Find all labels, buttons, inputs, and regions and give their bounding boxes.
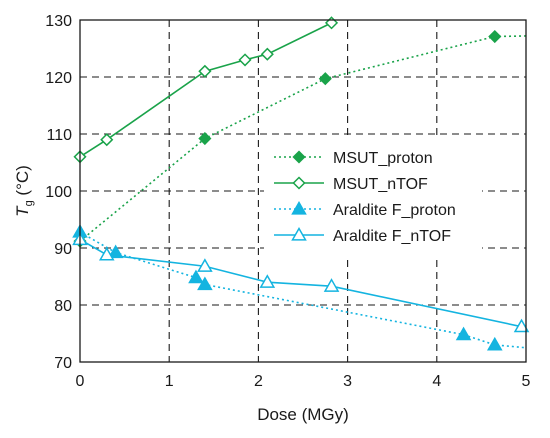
data-point bbox=[259, 274, 276, 288]
data-point bbox=[260, 47, 274, 61]
tick-labels: 70 80 90 100 110 120 130 0 1 2 3 4 5 bbox=[45, 13, 530, 390]
legend-label: MSUT_proton bbox=[333, 150, 433, 167]
legend: MSUT_proton MSUT_nTOF Araldite F_proton Ara… bbox=[264, 140, 482, 255]
y-tick-label: 90 bbox=[54, 241, 72, 258]
data-point bbox=[486, 336, 503, 351]
x-tick-label: 4 bbox=[432, 373, 441, 390]
data-point bbox=[238, 53, 252, 67]
x-tick-label: 5 bbox=[522, 373, 531, 390]
data-point bbox=[323, 278, 340, 292]
x-tick-label: 3 bbox=[343, 373, 352, 390]
data-point bbox=[198, 64, 212, 78]
plot-frame bbox=[79, 19, 527, 363]
legend-entry: Araldite F_proton bbox=[274, 200, 456, 219]
legend-entry: Araldite F_nTOF bbox=[274, 226, 451, 245]
legend-label: Araldite F_proton bbox=[333, 202, 456, 219]
series-line bbox=[79, 22, 332, 158]
data-point bbox=[100, 133, 114, 147]
y-tick-label: 100 bbox=[45, 184, 72, 201]
data-point bbox=[197, 258, 213, 272]
data-point bbox=[197, 276, 213, 291]
data-point bbox=[455, 326, 472, 341]
data-point bbox=[198, 131, 212, 146]
legend-label: MSUT_nTOF bbox=[333, 176, 428, 193]
legend-marker bbox=[292, 176, 306, 190]
data-point bbox=[488, 29, 502, 44]
data-point bbox=[513, 318, 530, 333]
x-tick-label: 2 bbox=[254, 373, 263, 390]
legend-entry: MSUT_nTOF bbox=[274, 176, 428, 193]
y-axis-title-unit: (°C) bbox=[13, 165, 32, 200]
legend-label: Araldite F_nTOF bbox=[333, 228, 451, 245]
data-point bbox=[318, 72, 332, 86]
legend-marker bbox=[291, 226, 307, 241]
series-2 bbox=[72, 224, 527, 351]
legend-entry: MSUT_proton bbox=[274, 150, 433, 167]
legend-marker bbox=[291, 200, 307, 215]
x-axis-title: Dose (MGy) bbox=[257, 405, 349, 424]
y-tick-label: 70 bbox=[54, 355, 72, 372]
y-tick-label: 130 bbox=[45, 13, 72, 30]
y-axis-title-subscript: g bbox=[23, 200, 35, 206]
y-tick-label: 80 bbox=[54, 298, 72, 315]
y-axis-title-symbol: T bbox=[13, 205, 32, 217]
data-point bbox=[188, 269, 204, 284]
x-tick-label: 0 bbox=[76, 373, 85, 390]
legend-marker bbox=[292, 150, 306, 164]
y-axis-title: Tg (°C) bbox=[13, 165, 35, 217]
x-tick-label: 1 bbox=[165, 373, 174, 390]
y-tick-label: 120 bbox=[45, 70, 72, 87]
data-point bbox=[98, 246, 115, 261]
series-line bbox=[79, 238, 522, 328]
series-layer bbox=[72, 16, 530, 351]
data-point bbox=[107, 244, 124, 259]
y-tick-label: 110 bbox=[46, 127, 72, 144]
